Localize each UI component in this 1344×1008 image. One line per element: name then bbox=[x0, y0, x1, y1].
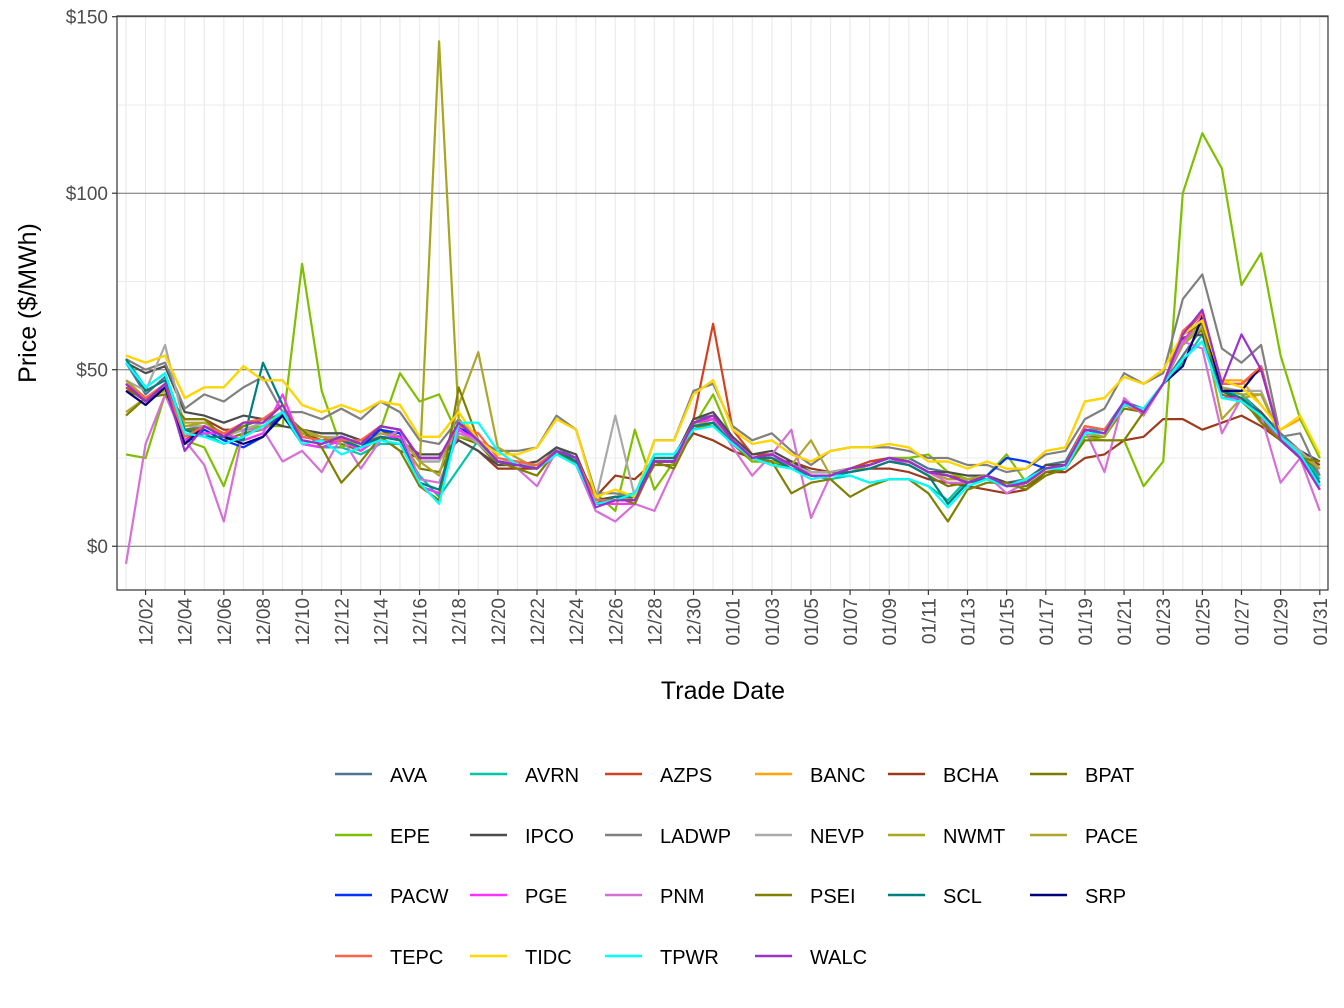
legend-item-bcha: BCHA bbox=[888, 765, 999, 787]
x-tick-label: 12/20 bbox=[489, 598, 510, 646]
x-tick-label: 12/06 bbox=[215, 598, 236, 646]
x-tick-label: 01/31 bbox=[1311, 598, 1332, 646]
x-tick-label: 01/23 bbox=[1154, 598, 1175, 646]
legend-label: PNM bbox=[660, 886, 704, 908]
legend-item-azps: AZPS bbox=[605, 765, 712, 787]
legend-label: BCHA bbox=[943, 765, 999, 787]
x-tick-label: 12/08 bbox=[254, 598, 275, 646]
legend-label: EPE bbox=[390, 826, 430, 848]
x-tick-label: 01/09 bbox=[880, 598, 901, 646]
x-axis: 12/02 12/04 12/06 12/08 12/10 12/12 12/14 12/16… bbox=[137, 590, 1332, 646]
legend-label: TPWR bbox=[660, 947, 719, 969]
legend-item-nevp: NEVP bbox=[755, 826, 864, 848]
legend-item-pacw: PACW bbox=[335, 886, 449, 908]
x-tick-label: 12/02 bbox=[137, 598, 158, 646]
x-tick-label: 12/26 bbox=[606, 598, 627, 646]
legend-item-ava: AVA bbox=[335, 765, 428, 787]
y-tick-label: $0 bbox=[87, 537, 108, 558]
plot-panel-border bbox=[116, 15, 1329, 591]
y-axis-title: Price ($/MWh) bbox=[14, 223, 42, 383]
x-tick-label: 01/13 bbox=[959, 598, 980, 646]
x-tick-label: 01/03 bbox=[763, 598, 784, 646]
legend-label: PACW bbox=[390, 886, 449, 908]
legend-item-walc: WALC bbox=[755, 947, 867, 969]
legend-label: PGE bbox=[525, 886, 567, 908]
legend-item-pnm: PNM bbox=[605, 886, 704, 908]
legend-label: PACE bbox=[1085, 826, 1138, 848]
legend-label: AZPS bbox=[660, 765, 712, 787]
legend-label: SCL bbox=[943, 886, 982, 908]
x-tick-label: 12/10 bbox=[293, 598, 314, 646]
x-axis-title: Trade Date bbox=[661, 677, 785, 705]
legend-item-avrn: AVRN bbox=[470, 765, 579, 787]
x-tick-label: 12/22 bbox=[528, 598, 549, 646]
legend-item-nwmt: NWMT bbox=[888, 826, 1005, 848]
x-tick-label: 01/15 bbox=[998, 598, 1019, 646]
legend-label: NWMT bbox=[943, 826, 1005, 848]
series-line-ladwp bbox=[125, 273, 1321, 498]
x-tick-label: 01/17 bbox=[1037, 598, 1058, 646]
legend-label: WALC bbox=[810, 947, 867, 969]
x-tick-label: 12/28 bbox=[645, 598, 666, 646]
legend-label: NEVP bbox=[810, 826, 864, 848]
legend-item-tidc: TIDC bbox=[470, 947, 572, 969]
legend-label: AVRN bbox=[525, 765, 579, 787]
y-axis: $0 $50 $100 $150 bbox=[66, 8, 117, 558]
legend-item-bpat: BPAT bbox=[1030, 765, 1134, 787]
y-tick-label: $100 bbox=[66, 184, 108, 205]
series-line-walc bbox=[125, 308, 1321, 509]
x-tick-label: 01/27 bbox=[1232, 598, 1253, 646]
legend-label: BANC bbox=[810, 765, 866, 787]
legend-label: PSEI bbox=[810, 886, 856, 908]
x-tick-label: 01/29 bbox=[1272, 598, 1293, 646]
y-tick-label: $50 bbox=[76, 361, 108, 382]
x-tick-label: 01/25 bbox=[1193, 598, 1214, 646]
legend-label: TEPC bbox=[390, 947, 443, 969]
series-line-tidc bbox=[125, 319, 1321, 498]
legend-label: SRP bbox=[1085, 886, 1126, 908]
grid-lines bbox=[117, 16, 1328, 590]
x-tick-label: 12/24 bbox=[567, 598, 588, 646]
legend-label: IPCO bbox=[525, 826, 574, 848]
legend-item-ladwp: LADWP bbox=[605, 826, 731, 848]
legend-label: LADWP bbox=[660, 826, 731, 848]
series-lines bbox=[124, 40, 1321, 565]
legend-item-banc: BANC bbox=[755, 765, 866, 787]
x-tick-label: 01/01 bbox=[724, 598, 745, 646]
legend-item-tpwr: TPWR bbox=[605, 947, 719, 969]
legend-item-srp: SRP bbox=[1030, 886, 1126, 908]
y-tick-label: $150 bbox=[66, 8, 108, 29]
legend-item-ipco: IPCO bbox=[470, 826, 574, 848]
series-line-psei bbox=[125, 322, 1320, 523]
legend-item-epe: EPE bbox=[335, 826, 430, 848]
legend-item-scl: SCL bbox=[888, 886, 982, 908]
x-tick-label: 12/16 bbox=[411, 598, 432, 646]
legend-label: AVA bbox=[390, 765, 428, 787]
legend-item-tepc: TEPC bbox=[335, 947, 443, 969]
x-tick-label: 01/05 bbox=[802, 598, 823, 646]
legend: AVA AVRN AZPS BANC BCHA BPAT EPE IPCO LADWP NEVP N… bbox=[335, 765, 1138, 969]
x-tick-label: 01/07 bbox=[841, 598, 862, 646]
x-tick-label: 12/18 bbox=[450, 598, 471, 646]
legend-label: TIDC bbox=[525, 947, 572, 969]
legend-item-psei: PSEI bbox=[755, 886, 856, 908]
x-tick-label: 12/12 bbox=[332, 598, 353, 646]
x-tick-label: 01/11 bbox=[919, 598, 940, 644]
legend-item-pge: PGE bbox=[470, 886, 567, 908]
x-tick-label: 01/19 bbox=[1076, 598, 1097, 646]
x-tick-label: 12/30 bbox=[685, 598, 706, 646]
x-tick-label: 12/04 bbox=[176, 598, 197, 646]
x-tick-label: 01/21 bbox=[1115, 598, 1136, 646]
legend-label: BPAT bbox=[1085, 765, 1134, 787]
legend-item-pace: PACE bbox=[1030, 826, 1138, 848]
x-tick-label: 12/14 bbox=[371, 598, 392, 646]
